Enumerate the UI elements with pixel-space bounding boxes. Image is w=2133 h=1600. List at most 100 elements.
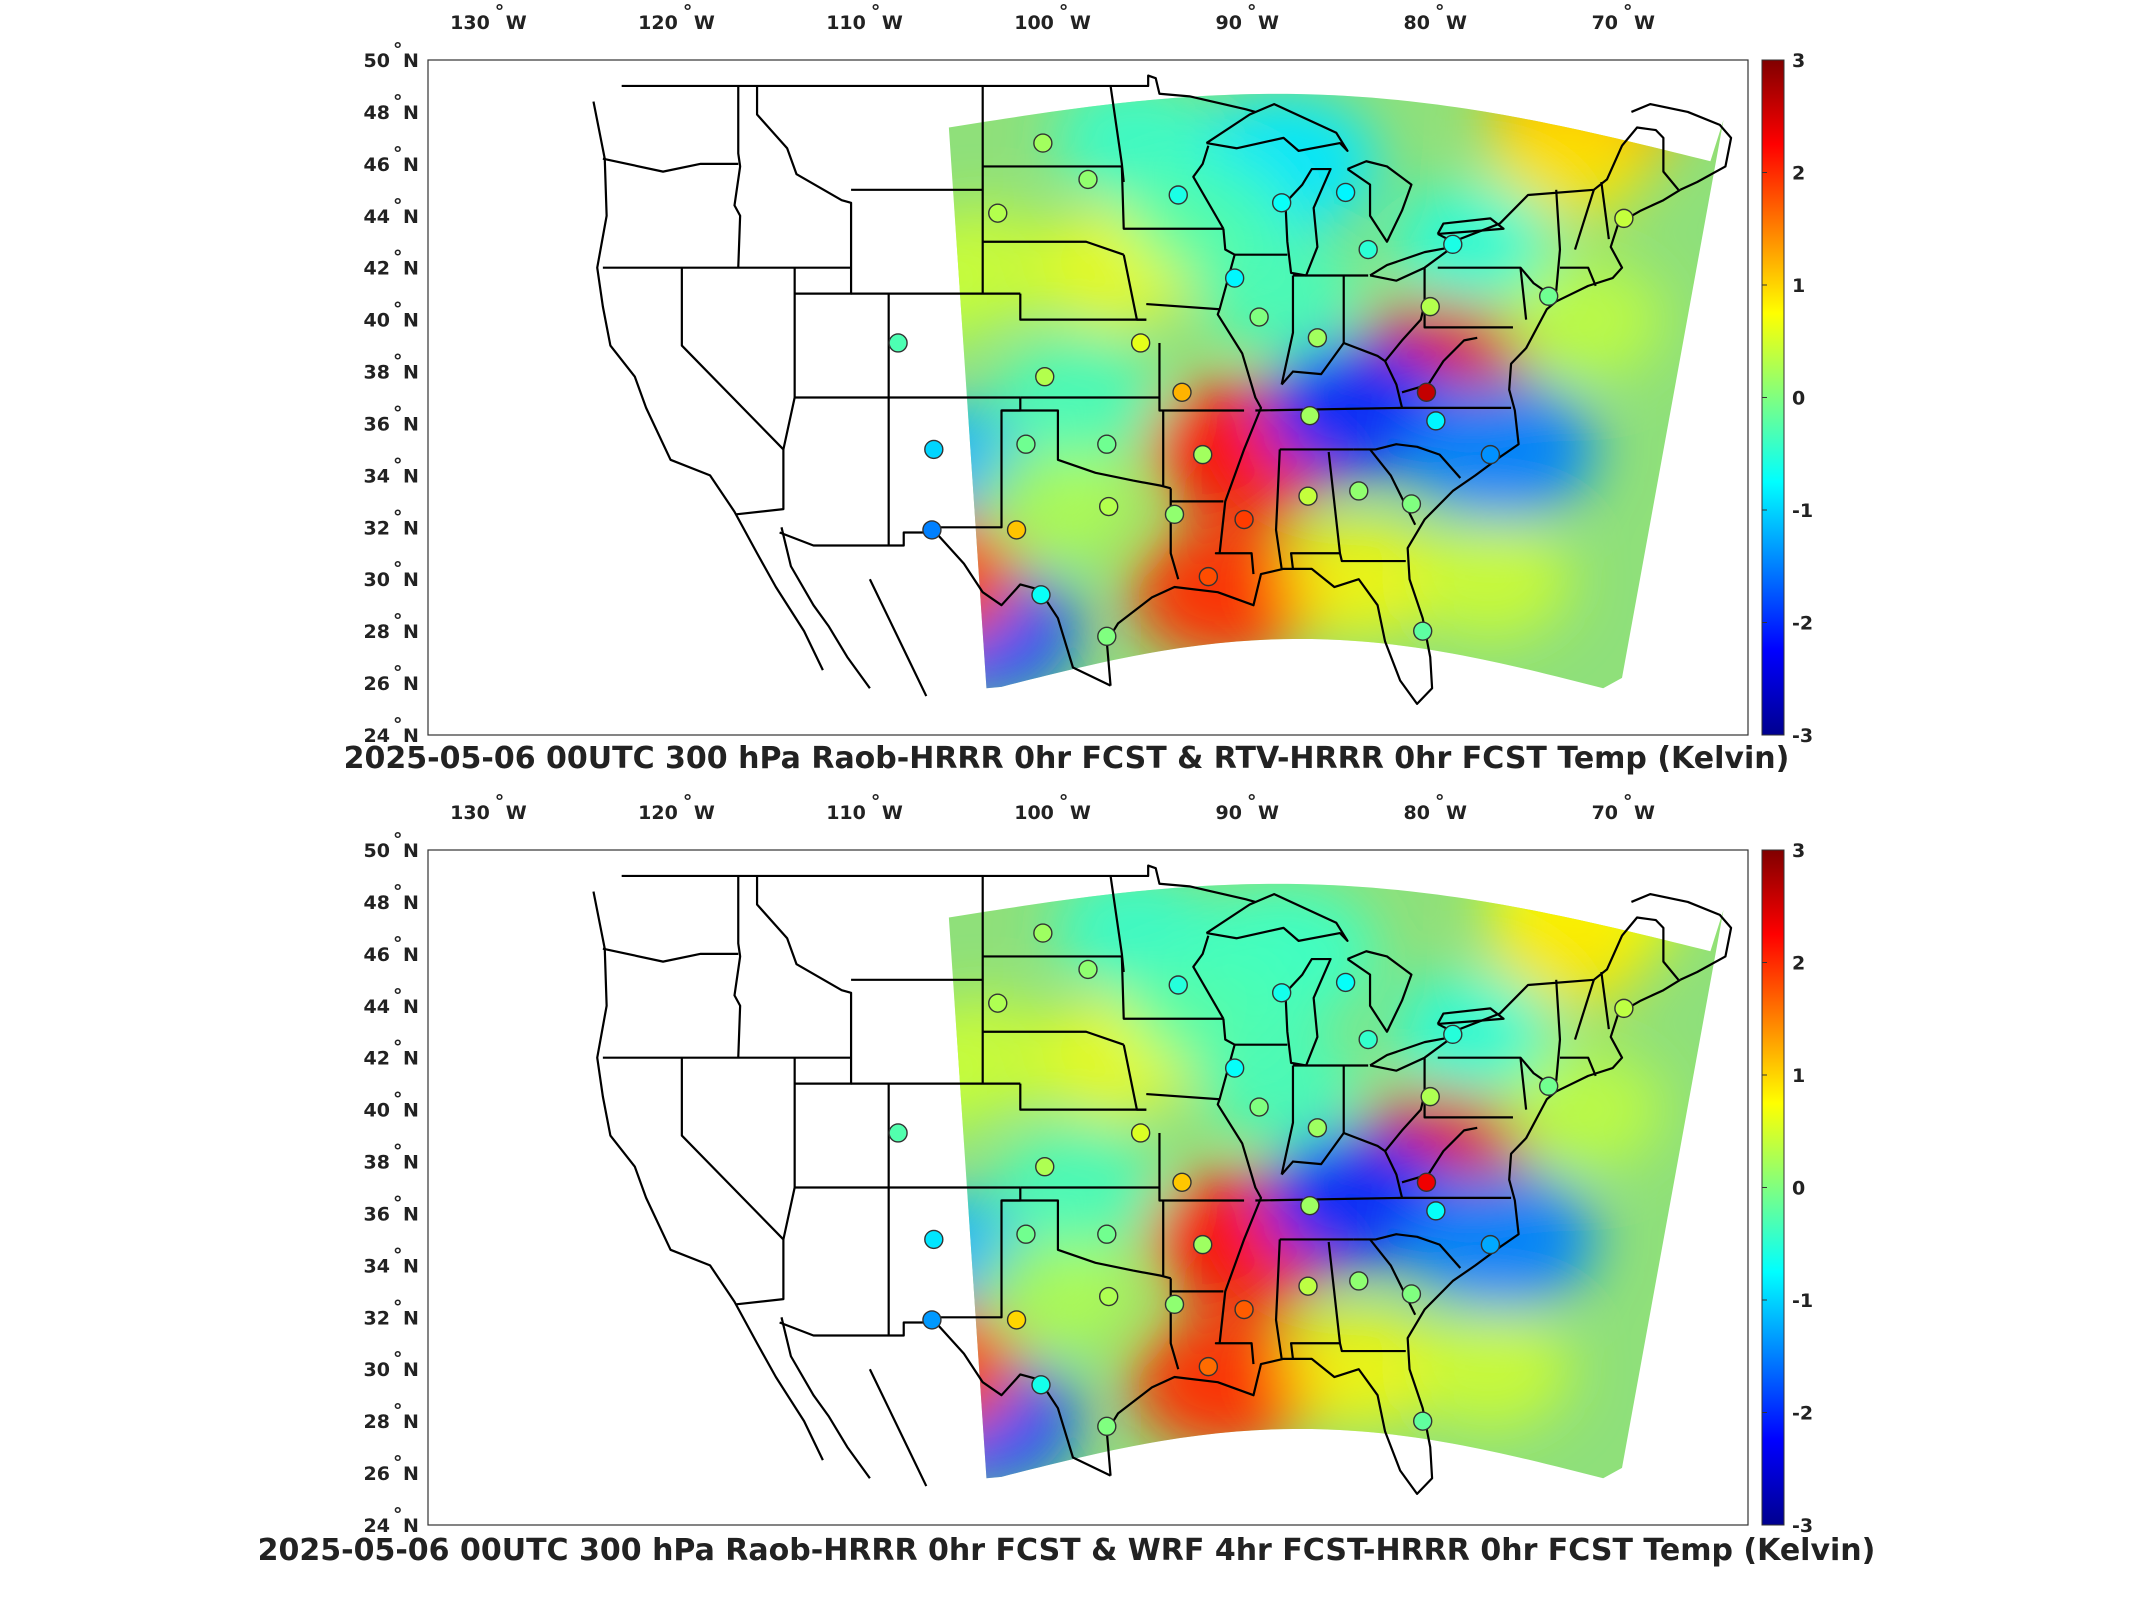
degree-symbol: ° (1435, 1, 1445, 23)
lat-tick-hemisphere: N (403, 517, 419, 539)
lat-tick-label: 44 (364, 206, 390, 228)
anomaly-mid-atlantic-coast-cold (1404, 379, 1595, 520)
colorbar-tick-label: 2 (1792, 953, 1805, 975)
station-marker (1031, 585, 1051, 605)
map-figure-top: 130 ° W 120 ° W 110 ° W 100 ° W 90 ° W 80 ° W 70 ° W50 ° N48 ° N… (364, 1, 1814, 747)
degree-symbol: ° (1059, 1, 1069, 23)
degree-symbol: ° (393, 402, 403, 424)
degree-symbol: ° (495, 1, 505, 23)
station-marker (1298, 1276, 1318, 1296)
lat-tick-hemisphere: N (403, 673, 419, 695)
lat-tick-label: 46 (364, 944, 390, 966)
station-marker (1016, 1224, 1036, 1244)
degree-symbol: ° (393, 91, 403, 113)
station-marker (1614, 998, 1634, 1019)
degree-symbol: ° (393, 1400, 403, 1422)
station-marker (1164, 504, 1185, 525)
temperature-difference-field (948, 883, 1724, 1479)
lon-tick-hemisphere: W (1070, 802, 1091, 824)
lat-tick-hemisphere: N (403, 50, 419, 72)
station-marker (1172, 382, 1192, 403)
lon-tick-hemisphere: W (506, 12, 527, 34)
state-boundaries (592, 864, 1733, 1495)
colorbar-tick-label: 1 (1792, 275, 1805, 297)
degree-symbol: ° (871, 791, 881, 813)
colorbar-tick-label: -2 (1792, 613, 1813, 635)
station-marker (1031, 1375, 1051, 1395)
degree-symbol: ° (393, 143, 403, 165)
station-marker (1480, 1234, 1501, 1255)
degree-symbol: ° (393, 881, 403, 903)
station-marker (922, 520, 942, 540)
lat-tick-label: 40 (364, 310, 390, 332)
degree-symbol: ° (393, 195, 403, 217)
lat-tick-hemisphere: N (403, 465, 419, 487)
lat-tick-hemisphere: N (403, 1203, 419, 1225)
lat-tick-label: 30 (364, 1359, 390, 1381)
station-marker (988, 993, 1008, 1013)
station-marker (1006, 1310, 1027, 1330)
lat-tick-label: 34 (364, 1255, 390, 1277)
lat-tick-label: 38 (364, 362, 390, 384)
raob-stations (888, 923, 1634, 1437)
lon-tick-label: 70 (1592, 12, 1618, 34)
map-title-top: 2025-05-06 00UTC 300 hPa Raob-HRRR 0hr F… (343, 741, 1790, 776)
lon-tick-label: 90 (1215, 802, 1241, 824)
lon-tick-hemisphere: W (1634, 802, 1655, 824)
station-marker (1420, 296, 1440, 317)
station-marker (1413, 621, 1433, 641)
lat-tick-label: 48 (364, 102, 390, 124)
lon-tick-label: 130 (450, 12, 490, 34)
station-marker (1172, 1172, 1192, 1193)
lat-tick-hemisphere: N (403, 569, 419, 591)
station-marker (1426, 411, 1446, 431)
lat-tick-hemisphere: N (403, 840, 419, 862)
station-marker (988, 203, 1008, 223)
anomaly-mid-atlantic-coast-cold (1404, 1169, 1595, 1310)
state-boundaries (592, 74, 1733, 705)
lat-tick-label: 38 (364, 1152, 390, 1174)
map-panel-bottom: 130 ° W 120 ° W 110 ° W 100 ° W 90 ° W 80 ° W 70 ° W 50 ° N 48 ° N… (0, 790, 2133, 1600)
station-marker (1358, 239, 1378, 260)
lon-tick-hemisphere: W (1634, 12, 1655, 34)
lat-tick-hemisphere: N (403, 1255, 419, 1277)
lat-tick-label: 42 (364, 1048, 390, 1070)
station-marker (1300, 1195, 1320, 1216)
station-marker (1426, 1201, 1446, 1221)
colorbar-tick-label: 3 (1792, 50, 1805, 72)
anomaly-gulf-coast-warm (1132, 1312, 1323, 1453)
station-marker (1413, 1411, 1433, 1431)
station-marker (1538, 1076, 1559, 1096)
lon-tick-label: 110 (826, 802, 866, 824)
lat-tick-hemisphere: N (403, 1048, 419, 1070)
lon-tick-label: 100 (1014, 802, 1054, 824)
lat-tick-label: 30 (364, 569, 390, 591)
lat-tick-hemisphere: N (403, 258, 419, 280)
degree-symbol: ° (1435, 791, 1445, 813)
degree-symbol: ° (393, 933, 403, 955)
degree-symbol: ° (393, 1296, 403, 1318)
lat-tick-hemisphere: N (403, 621, 419, 643)
lat-tick-label: 40 (364, 1100, 390, 1122)
colorbar-tick-label: 2 (1792, 163, 1805, 185)
station-marker (1358, 1029, 1378, 1050)
lon-tick-label: 120 (638, 802, 678, 824)
station-marker (924, 439, 944, 460)
lon-tick-label: 100 (1014, 12, 1054, 34)
map-figure-bottom: 130 ° W 120 ° W 110 ° W 100 ° W 90 ° W 80 ° W 70 ° W50 ° N48 ° N… (364, 791, 1814, 1537)
degree-symbol: ° (393, 985, 403, 1007)
lon-tick-hemisphere: W (694, 12, 715, 34)
station-marker (1416, 1172, 1437, 1193)
lat-tick-hemisphere: N (403, 413, 419, 435)
degree-symbol: ° (393, 662, 403, 684)
lon-tick-hemisphere: W (694, 802, 715, 824)
lat-tick-hemisphere: N (403, 102, 419, 124)
lon-tick-label: 120 (638, 12, 678, 34)
station-marker (888, 333, 908, 353)
lat-tick-label: 44 (364, 996, 390, 1018)
degree-symbol: ° (393, 1141, 403, 1163)
colorbar-tick-label: 3 (1792, 840, 1805, 862)
lon-tick-hemisphere: W (1446, 12, 1467, 34)
map-panel-top: 130 ° W 120 ° W 110 ° W 100 ° W 90 ° W 80 ° W 70 ° W 50 ° N 48 ° N… (0, 0, 2133, 790)
degree-symbol: ° (393, 829, 403, 851)
